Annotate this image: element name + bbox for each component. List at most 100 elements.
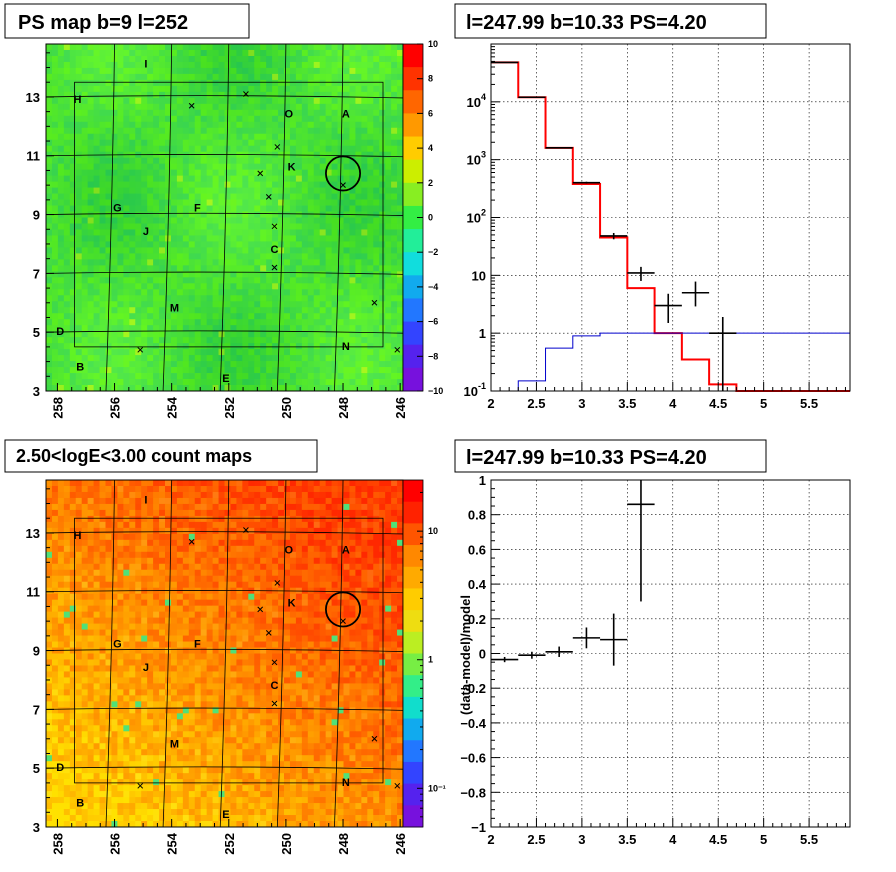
heatmap-cell bbox=[182, 151, 190, 159]
heatmap-cell bbox=[254, 349, 261, 356]
heatmap-cell bbox=[117, 373, 124, 380]
heatmap-cell bbox=[57, 55, 65, 63]
heatmap-cell bbox=[194, 103, 202, 111]
heatmap-cell bbox=[129, 521, 136, 529]
heatmap-cell bbox=[325, 121, 332, 129]
heatmap-cell bbox=[111, 319, 118, 326]
heatmap-cell bbox=[51, 367, 59, 374]
heatmap-cell bbox=[81, 337, 89, 344]
heatmap-cell bbox=[307, 373, 315, 380]
heatmap-cell bbox=[361, 229, 368, 236]
heatmap-cell bbox=[355, 139, 362, 147]
heatmap-cell bbox=[105, 181, 112, 188]
heatmap-cell bbox=[284, 581, 291, 589]
heatmap-cell bbox=[230, 295, 237, 302]
heatmap-cell bbox=[51, 331, 59, 338]
heatmap-cell bbox=[188, 247, 196, 254]
heatmap-cell bbox=[343, 533, 350, 541]
heatmap-cell bbox=[236, 247, 243, 254]
heatmap-cell bbox=[147, 563, 154, 571]
heatmap-cell bbox=[200, 355, 208, 362]
heatmap-cell bbox=[212, 295, 219, 302]
heatmap-cell bbox=[248, 325, 255, 332]
heatmap-cell bbox=[147, 127, 154, 135]
heatmap-cell bbox=[331, 527, 338, 535]
heatmap-cell bbox=[272, 545, 279, 553]
heatmap-cell bbox=[57, 527, 65, 535]
heatmap-cell bbox=[63, 539, 71, 547]
heatmap-cell bbox=[254, 545, 261, 553]
heatmap-cell bbox=[147, 569, 154, 577]
heatmap-cell bbox=[188, 85, 196, 93]
heatmap-cell bbox=[254, 515, 261, 523]
heatmap-cell bbox=[242, 307, 249, 314]
heatmap-cell bbox=[367, 581, 374, 589]
heatmap-cell bbox=[69, 593, 77, 601]
heatmap-cell bbox=[188, 121, 196, 129]
heatmap-cell bbox=[165, 545, 172, 553]
heatmap-cell bbox=[176, 217, 184, 224]
heatmap-cell bbox=[367, 343, 374, 350]
heatmap-cell bbox=[385, 55, 392, 63]
heatmap-cell bbox=[165, 169, 172, 177]
heatmap-cell bbox=[75, 145, 83, 153]
heatmap-cell bbox=[355, 581, 362, 589]
heatmap-cell bbox=[188, 587, 196, 595]
heatmap-cell bbox=[46, 73, 53, 81]
heatmap-cell bbox=[319, 127, 327, 135]
heatmap-cell bbox=[147, 545, 154, 553]
heatmap-cell bbox=[397, 307, 404, 314]
heatmap-cell bbox=[272, 127, 279, 135]
heatmap-cell bbox=[260, 79, 267, 87]
heatmap-cell bbox=[325, 85, 332, 93]
heatmap-cell bbox=[200, 223, 208, 230]
heatmap-cell bbox=[230, 145, 237, 153]
heatmap-cell bbox=[301, 73, 309, 81]
heatmap-cell bbox=[248, 373, 255, 380]
heatmap-cell bbox=[81, 367, 89, 374]
heatmap-cell bbox=[165, 127, 172, 135]
heatmap-cell bbox=[46, 241, 53, 248]
heatmap-cell bbox=[266, 515, 273, 523]
heatmap-cell bbox=[69, 289, 77, 296]
heatmap-cell bbox=[260, 295, 267, 302]
heatmap-cell bbox=[307, 331, 315, 338]
heatmap-cell bbox=[182, 49, 190, 57]
heatmap-cell bbox=[307, 205, 315, 212]
heatmap-cell bbox=[170, 551, 178, 559]
heatmap-cell bbox=[367, 385, 374, 392]
heatmap-cell bbox=[170, 545, 178, 553]
heatmap-cell bbox=[349, 55, 356, 63]
heatmap-cell bbox=[63, 163, 71, 171]
heatmap-cell bbox=[254, 581, 261, 589]
heatmap-cell bbox=[153, 193, 160, 200]
heatmap-cell bbox=[385, 551, 392, 559]
heatmap-cell bbox=[367, 121, 374, 129]
heatmap-cell bbox=[230, 85, 237, 93]
heatmap-cell bbox=[141, 115, 148, 123]
heatmap-cell bbox=[349, 337, 356, 344]
heatmap-cell bbox=[343, 67, 350, 75]
heatmap-cell bbox=[218, 533, 225, 541]
heatmap-cell bbox=[206, 289, 213, 296]
heatmap-cell bbox=[343, 491, 350, 499]
heatmap-cell bbox=[57, 491, 65, 499]
heatmap-cell bbox=[230, 44, 237, 51]
heatmap-cell bbox=[242, 247, 249, 254]
heatmap-cell bbox=[170, 241, 178, 248]
heatmap-cell bbox=[337, 97, 344, 105]
heatmap-cell bbox=[51, 73, 59, 81]
heatmap-cell bbox=[182, 509, 190, 517]
longitude-grid-line bbox=[105, 43, 115, 392]
heatmap-cell bbox=[206, 121, 213, 129]
heatmap-cell bbox=[325, 521, 332, 529]
heatmap-cell bbox=[331, 163, 338, 171]
heatmap-cell bbox=[93, 217, 100, 224]
heatmap-cell bbox=[129, 509, 136, 517]
heatmap-cell bbox=[236, 373, 243, 380]
heatmap-cell bbox=[307, 223, 315, 230]
heatmap-cell bbox=[218, 199, 225, 206]
heatmap-cell bbox=[272, 187, 279, 194]
heatmap-cell bbox=[147, 551, 154, 559]
heatmap-cell bbox=[248, 85, 255, 93]
